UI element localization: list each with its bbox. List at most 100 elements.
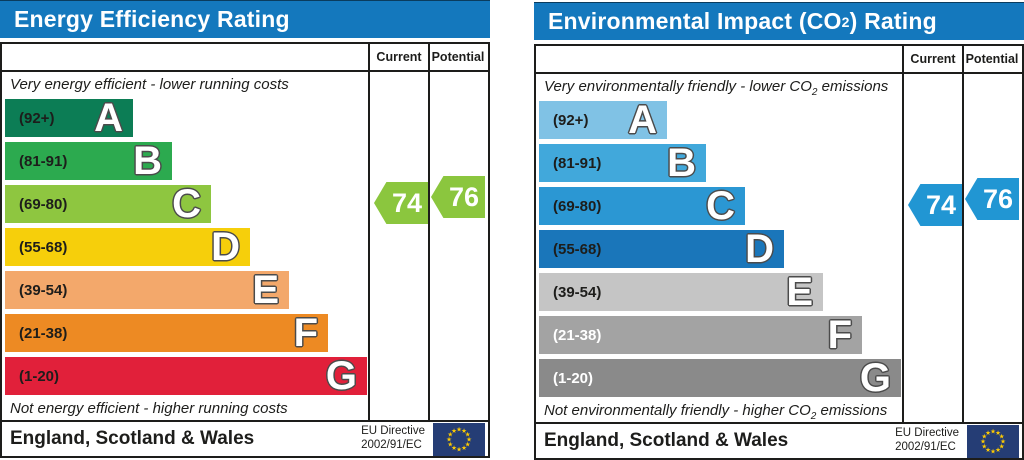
energy-panel-title: Energy Efficiency Rating <box>0 0 490 38</box>
top-caption: Very environmentally friendly - lower CO… <box>544 78 889 98</box>
band-bar-a: (92+) A <box>539 98 667 142</box>
column-divider <box>368 44 370 420</box>
band-row-f: (21-38) F <box>539 313 1022 357</box>
svg-text:★: ★ <box>999 442 1005 450</box>
svg-text:★: ★ <box>461 426 467 434</box>
band-letter: B <box>667 141 696 185</box>
band-range-label: (21-38) <box>553 326 602 344</box>
title-text: Environmental Impact (CO <box>548 8 842 34</box>
current-column-header: Current <box>376 50 422 64</box>
band-range-label: (69-80) <box>553 197 602 215</box>
band-letter: C <box>706 184 735 228</box>
svg-text:★: ★ <box>985 428 991 436</box>
svg-text:★: ★ <box>465 430 471 438</box>
potential-column-header: Potential <box>965 52 1019 66</box>
band-row-d: (55-68) D <box>5 225 488 269</box>
svg-text:★: ★ <box>451 444 457 452</box>
svg-text:★: ★ <box>995 446 1001 454</box>
eu-directive-label: EU Directive 2002/91/EC <box>895 427 959 453</box>
band-range-label: (92+) <box>19 109 55 127</box>
region-label: England, Scotland & Wales <box>10 428 255 449</box>
chart-body: Very energy efficient - lower running co… <box>2 72 488 422</box>
eu-flag-icon: ★ ★★ ★★★ ★★★ ★★★ <box>967 424 1019 458</box>
band-bar-c: (69-80) C <box>539 184 745 228</box>
svg-text:★: ★ <box>451 426 457 434</box>
band-row-b: (81-91) B <box>539 141 1022 185</box>
band-range-label: (21-38) <box>19 324 68 342</box>
svg-text:★: ★ <box>990 447 996 455</box>
column-divider <box>902 46 904 422</box>
potential-rating-arrow: 76 <box>965 178 1019 220</box>
column-divider <box>962 46 964 422</box>
svg-text:★: ★ <box>456 445 462 453</box>
svg-text:★: ★ <box>999 432 1005 440</box>
band-bar-d: (55-68) D <box>539 229 784 269</box>
svg-text:★: ★ <box>447 430 453 438</box>
footer: England, Scotland & Wales EU Directive 2… <box>0 420 490 458</box>
band-range-label: (1-20) <box>553 369 594 387</box>
band-row-c: (69-80) C <box>539 184 1022 228</box>
svg-text:★: ★ <box>995 428 1001 436</box>
band-row-a: (92+) A <box>5 96 488 140</box>
band-letter: C <box>172 182 201 226</box>
band-bar-c: (69-80) C <box>5 182 211 226</box>
band-letter: F <box>827 313 852 357</box>
footer: England, Scotland & Wales EU Directive 2… <box>534 422 1024 460</box>
band-bar-d: (55-68) D <box>5 225 250 269</box>
band-bar-e: (39-54) E <box>5 268 289 312</box>
band-bar-e: (39-54) E <box>539 270 823 314</box>
band-letter: G <box>325 354 357 398</box>
band-row-c: (69-80) C <box>5 182 488 226</box>
energy-efficiency-panel: Energy Efficiency Rating Current Potenti… <box>0 0 490 458</box>
band-row-a: (92+) A <box>539 98 1022 142</box>
svg-text:★: ★ <box>980 437 986 445</box>
band-range-label: (92+) <box>553 111 589 129</box>
svg-text:★: ★ <box>985 446 991 454</box>
band-row-g: (1-20) G <box>5 354 488 398</box>
svg-text:★: ★ <box>456 425 462 433</box>
band-row-g: (1-20) G <box>539 356 1022 400</box>
band-letter: F <box>293 311 318 355</box>
band-range-label: (39-54) <box>553 283 602 301</box>
band-letter: G <box>859 356 891 400</box>
band-letter: E <box>252 268 279 312</box>
svg-text:★: ★ <box>461 444 467 452</box>
band-bar-f: (21-38) F <box>539 313 862 357</box>
band-bar-g: (1-20) G <box>539 356 901 400</box>
bottom-caption: Not environmentally friendly - higher CO… <box>544 402 888 422</box>
band-bar-g: (1-20) G <box>5 354 367 398</box>
column-divider <box>428 44 430 420</box>
band-row-e: (39-54) E <box>5 268 488 312</box>
svg-text:★: ★ <box>1000 437 1006 445</box>
svg-text:★: ★ <box>466 435 472 443</box>
band-letter: A <box>94 96 123 140</box>
co2-panel-title: Environmental Impact (CO 2) Rating <box>534 2 1024 40</box>
band-range-label: (69-80) <box>19 195 68 213</box>
band-range-label: (81-91) <box>19 152 68 170</box>
band-list: (92+) A (81-91) B (69-80) C (55-68) D (39-54… <box>536 98 1022 400</box>
band-bar-b: (81-91) B <box>539 141 706 185</box>
band-range-label: (1-20) <box>19 367 60 385</box>
svg-text:★: ★ <box>446 435 452 443</box>
band-row-f: (21-38) F <box>5 311 488 355</box>
svg-text:★: ★ <box>981 442 987 450</box>
title-text: Energy Efficiency Rating <box>14 6 290 32</box>
band-letter: D <box>211 225 240 269</box>
current-rating-arrow: 74 <box>908 184 962 226</box>
svg-text:★: ★ <box>981 432 987 440</box>
eu-flag-icon: ★ ★★ ★★★ ★★★ ★★★ <box>433 422 485 456</box>
svg-text:★: ★ <box>465 440 471 448</box>
band-list: (92+) A (81-91) B (69-80) C (55-68) D (39-54… <box>2 96 488 398</box>
current-column-header: Current <box>910 52 956 66</box>
band-range-label: (39-54) <box>19 281 68 299</box>
svg-text:★: ★ <box>990 427 996 435</box>
band-letter: E <box>786 270 813 314</box>
eu-directive-label: EU Directive 2002/91/EC <box>361 425 425 451</box>
potential-rating-arrow: 76 <box>431 176 485 218</box>
svg-text:★: ★ <box>447 440 453 448</box>
region-label: England, Scotland & Wales <box>544 430 789 451</box>
current-rating-arrow: 74 <box>374 182 428 224</box>
band-letter: A <box>628 98 657 142</box>
chart-header-row: Current Potential <box>536 46 1022 74</box>
